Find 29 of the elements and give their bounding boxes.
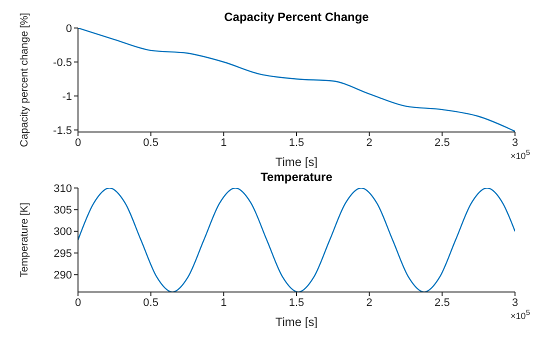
x-tick-label: 0.5	[143, 136, 158, 149]
x-tick-label: 2.5	[434, 136, 450, 149]
y-tick-label: -0.5	[53, 56, 72, 69]
x-tick-label: 2.5	[434, 296, 450, 309]
text: ×10$^{5}$	[510, 148, 530, 161]
x-tick-label: 2	[366, 296, 372, 309]
y-tick-label: -1.5	[53, 124, 72, 137]
x-tick-label: 1.5	[288, 296, 304, 309]
x-tick-label: 0	[74, 296, 82, 309]
y-axis-title: Temperature [K]	[18, 202, 31, 278]
y-tick-label: 300	[54, 226, 72, 238]
x-tick-label: 3	[512, 296, 518, 309]
text: ×10$^{5}$	[510, 308, 530, 321]
chart-title: Capacity Percent Change	[223, 10, 370, 24]
y-tick-label: 305	[54, 204, 72, 217]
y-tick-label: 295	[54, 248, 72, 260]
y-tick-label: 290	[54, 270, 72, 282]
x-tick-label: 1	[220, 296, 227, 309]
x-tick-label: 2	[366, 136, 372, 149]
chart-title: Temperature	[260, 170, 334, 184]
x-tick-label: 3	[512, 136, 518, 149]
x-tick-label: 0.5	[143, 296, 158, 309]
y-tick-label: 0	[66, 22, 72, 35]
x-tick-label: 0	[74, 136, 82, 149]
x-tick-label: 1	[220, 136, 227, 149]
y-tick-label: 310	[54, 182, 72, 195]
x-tick-label: 1.5	[288, 136, 304, 149]
y-tick-label: -1	[62, 90, 72, 103]
y-axis-title: Capacity percent change [%]	[18, 12, 31, 148]
